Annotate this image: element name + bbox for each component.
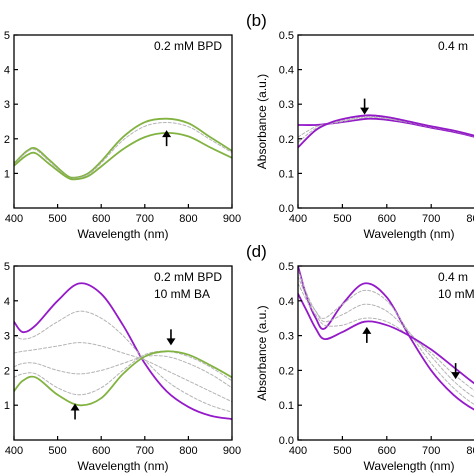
plot-frame — [297, 34, 474, 209]
series-line-green-0 — [14, 117, 232, 179]
arrow-up-1 — [70, 403, 80, 420]
series-line-gray-3 — [298, 282, 474, 391]
series-line-purple-0 — [298, 266, 474, 411]
x-tick-label: 700 — [422, 213, 440, 225]
panel-c-chart: 400 500 600 700 800 900 1 2 3 4 5 Wavelength (nm) 0.… — [4, 261, 241, 473]
panel-label: (d) — [246, 242, 267, 261]
series-line-green-2 — [14, 131, 232, 181]
series-group — [298, 114, 474, 149]
x-tick-label: 700 — [136, 445, 154, 457]
series-line-gray-4 — [14, 350, 232, 396]
y-tick-label: 0.5 — [279, 30, 294, 42]
arrow-down-0 — [166, 329, 176, 346]
x-tick-label: 800 — [179, 445, 197, 457]
arrow-head — [362, 326, 372, 334]
x-axis-label: Wavelength (nm) — [364, 227, 455, 241]
y-tick-label: 0.5 — [279, 261, 294, 273]
x-tick-label: 900 — [223, 213, 241, 225]
x-tick-label: 500 — [333, 213, 351, 225]
panel-d-chart: 400 500 600 700 800 0.0 0.1 0.2 0.3 0.4 0.5 Wavelen… — [246, 242, 474, 473]
series-line-gray-1 — [14, 122, 232, 179]
y-tick-label: 3 — [4, 331, 10, 343]
y-axis-label: Absorbance (a.u.) — [255, 305, 269, 400]
series-line-purple-0 — [298, 117, 474, 138]
annotation-text: 0.2 mM BPD — [154, 39, 222, 53]
x-tick-label: 800 — [466, 213, 474, 225]
annotation-text: 0.2 mM BPD — [154, 270, 222, 284]
y-tick-label: 5 — [4, 30, 10, 42]
plot-frame — [13, 34, 233, 209]
x-tick-label: 600 — [92, 445, 110, 457]
x-tick-label: 700 — [136, 213, 154, 225]
y-tick-label: 1 — [4, 168, 10, 180]
panel-label: (b) — [246, 11, 267, 30]
series-line-gray-2 — [298, 275, 474, 398]
arrow-head — [166, 338, 176, 346]
x-tick-label: 600 — [378, 445, 396, 457]
y-tick-label: 5 — [4, 261, 10, 273]
y-tick-label: 0.0 — [279, 435, 294, 447]
y-tick-label: 0.4 — [279, 65, 294, 77]
x-tick-label: 400 — [289, 213, 307, 225]
y-tick-label: 0.3 — [279, 99, 294, 111]
x-tick-label: 700 — [422, 445, 440, 457]
x-axis-label: Wavelength (nm) — [78, 459, 169, 473]
y-tick-label: 3 — [4, 99, 10, 111]
annotation-text: 10 mM — [438, 287, 474, 301]
annotation-text: 10 mM BA — [154, 287, 210, 301]
annotation-text: 0.4 m — [438, 270, 468, 284]
y-tick-label: 2 — [4, 365, 10, 377]
arrow-up-0 — [162, 130, 172, 147]
x-tick-label: 500 — [333, 445, 351, 457]
series-line-gray-2 — [14, 342, 232, 403]
panel-b-chart: 400 500 600 700 800 0.0 0.1 0.2 0.3 0.4 0.5 Wavelen… — [246, 11, 474, 241]
x-axis-label: Wavelength (nm) — [78, 227, 169, 241]
arrow-head — [360, 107, 370, 115]
series-line-purple-0 — [14, 282, 232, 420]
y-tick-label: 0.4 — [279, 296, 294, 308]
x-tick-label: 500 — [48, 445, 66, 457]
x-tick-label: 400 — [5, 445, 23, 457]
series-line-gray-1 — [14, 310, 232, 413]
x-tick-label: 400 — [289, 445, 307, 457]
annotation-text: 0.4 m — [438, 39, 468, 53]
series-line-gray-1 — [298, 269, 474, 405]
x-tick-label: 500 — [48, 213, 66, 225]
plot-frame — [13, 265, 233, 441]
series-line-purple-4 — [298, 292, 474, 385]
arrow-head — [162, 130, 172, 138]
arrow-down-0 — [360, 98, 370, 115]
x-tick-label: 800 — [466, 445, 474, 457]
arrow-head — [70, 403, 80, 411]
x-tick-label: 400 — [5, 213, 23, 225]
y-axis-label: Absorbance (a.u.) — [255, 74, 269, 169]
y-tick-label: 0.2 — [279, 134, 294, 146]
series-group — [14, 282, 232, 420]
x-tick-label: 600 — [378, 213, 396, 225]
y-tick-label: 0.0 — [279, 203, 294, 215]
y-tick-label: 1 — [4, 400, 10, 412]
series-line-gray-3 — [14, 355, 232, 389]
x-tick-label: 600 — [92, 213, 110, 225]
panel-a-chart: 400 500 600 700 800 900 1 2 3 4 5 Wavelength (nm) 0.… — [4, 30, 241, 241]
y-tick-label: 0.1 — [279, 168, 294, 180]
y-tick-label: 0.1 — [279, 400, 294, 412]
y-tick-label: 4 — [4, 65, 10, 77]
arrow-up-0 — [362, 326, 372, 343]
y-tick-label: 2 — [4, 134, 10, 146]
plot-frame — [297, 265, 474, 441]
x-tick-label: 800 — [179, 213, 197, 225]
series-line-purple-3 — [298, 114, 474, 149]
series-line-green-5 — [14, 350, 232, 407]
y-tick-label: 4 — [4, 296, 10, 308]
y-tick-label: 0.2 — [279, 365, 294, 377]
x-tick-label: 900 — [223, 445, 241, 457]
series-group — [14, 117, 232, 181]
arrow-down-1 — [451, 363, 461, 380]
x-axis-label: Wavelength (nm) — [364, 459, 455, 473]
arrow-head — [451, 372, 461, 380]
y-tick-label: 0.3 — [279, 331, 294, 343]
